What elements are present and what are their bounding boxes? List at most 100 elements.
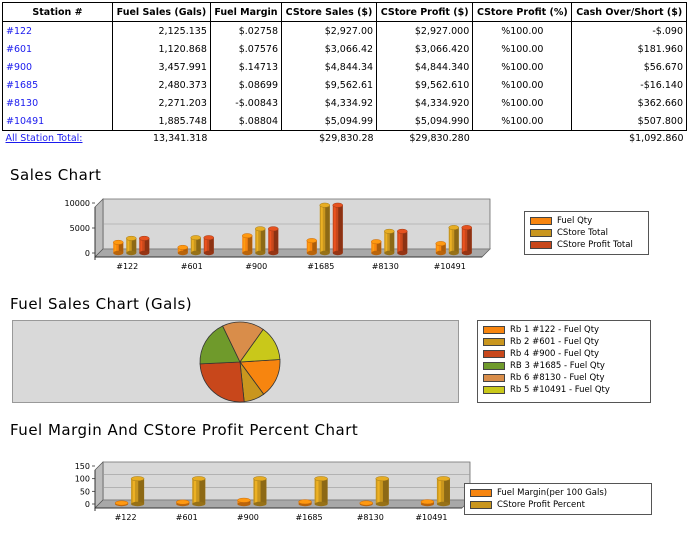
legend-label: Rb 1 #122 - Fuel Qty <box>510 325 600 335</box>
bar-body <box>397 231 408 253</box>
total-profit-pct <box>473 131 572 147</box>
cell-fuel-sales: 2,271.203 <box>112 94 211 112</box>
cell-station-link[interactable]: #601 <box>2 40 113 58</box>
bar-base <box>192 501 206 507</box>
cell-station-link[interactable]: #8130 <box>2 94 113 112</box>
bar-10491-series-0 <box>420 499 435 507</box>
cell-cash-over-short: -$.090 <box>571 21 687 40</box>
bar-900-series-1 <box>253 476 267 507</box>
legend-label: Rb 5 #10491 - Fuel Qty <box>510 385 610 395</box>
table-row: #900 3,457.991 $.14713 $4,844.34 $4,844.340%… <box>2 58 687 76</box>
bar-top <box>436 476 451 482</box>
legend-swatch-tan <box>483 374 505 382</box>
bar-body <box>461 227 472 253</box>
bar-highlight <box>191 237 194 253</box>
cell-station-link[interactable]: #1685 <box>2 76 113 94</box>
pie-slice-4 <box>222 321 264 363</box>
total-cstore-sales: $29,830.28 <box>319 133 374 144</box>
bar-highlight <box>132 478 135 504</box>
cell-profit-pct: %100.00 <box>472 40 573 58</box>
margin-chart-legend: Fuel Margin(per 100 Gals) CStore Profit … <box>464 483 652 515</box>
legend-item: Rb 5 #10491 - Fuel Qty <box>483 384 645 396</box>
legend-label: Rb 4 #900 - Fuel Qty <box>510 349 600 359</box>
cell-station-link[interactable]: #122 <box>2 21 113 40</box>
cell-cstore-sales: $5,094.99 <box>281 112 378 131</box>
bar-shadow <box>321 478 328 504</box>
bar-top <box>113 239 124 245</box>
x-tick-label: #8130 <box>357 513 384 522</box>
legend-swatch-orange <box>470 489 492 497</box>
bar-8130-series-1 <box>375 476 389 507</box>
bar-base <box>319 250 330 256</box>
bar-base <box>306 250 317 256</box>
bar-highlight <box>372 241 375 253</box>
bar-body <box>268 228 279 253</box>
legend-swatch-yellow <box>483 386 505 394</box>
bar-base <box>314 501 328 507</box>
bar-highlight <box>333 205 336 253</box>
cell-cash-over-short: $181.960 <box>571 40 687 58</box>
x-tick-label: #900 <box>237 513 259 522</box>
bar-body <box>190 237 201 253</box>
bar-shadow <box>118 242 124 253</box>
chart-floor <box>94 499 471 509</box>
bar-highlight <box>462 227 465 253</box>
bar-highlight <box>385 231 388 253</box>
bar-601-series-2 <box>203 235 214 256</box>
x-tick-label: #122 <box>115 513 137 522</box>
x-tick-label: #122 <box>116 262 138 271</box>
bar-shadow <box>325 205 330 253</box>
legend-swatch-rust <box>483 350 505 358</box>
cell-cstore-profit: $5,094.990 <box>376 112 474 131</box>
bar-base <box>203 250 214 256</box>
x-tick-label: #601 <box>181 262 203 271</box>
bar-highlight <box>127 238 130 253</box>
bar-900-series-1 <box>255 226 266 256</box>
cell-cstore-sales: $9,562.61 <box>281 76 378 94</box>
bar-highlight <box>269 228 272 253</box>
legend-item: CStore Profit Percent <box>470 499 646 511</box>
bar-highlight <box>204 237 207 253</box>
bar-base <box>436 501 450 507</box>
bar-base <box>448 250 459 256</box>
bar-8130-series-0 <box>359 500 373 507</box>
legend-item: Rb 2 #601 - Fuel Qty <box>483 336 645 348</box>
legend-swatch-gold <box>483 338 505 346</box>
total-label-link[interactable]: All Station Total: <box>5 133 83 144</box>
bar-top <box>126 235 137 241</box>
bar-base <box>255 250 266 256</box>
bar-1685-series-2 <box>332 202 343 256</box>
bar-top <box>237 497 251 503</box>
bar-top <box>314 476 328 482</box>
cell-station-link[interactable]: #10491 <box>2 112 113 131</box>
bar-base <box>384 250 395 256</box>
bar-top <box>139 235 150 241</box>
bar-body <box>113 242 124 253</box>
bar-top <box>332 202 343 208</box>
header-fuel-margin: Fuel Margin <box>209 2 283 22</box>
bar-shadow <box>260 228 266 253</box>
legend-swatch-gold <box>470 501 492 509</box>
bar-shadow <box>338 205 343 253</box>
bar-body <box>371 241 382 253</box>
legend-item: Rb 4 #900 - Fuel Qty <box>483 348 645 360</box>
cell-profit-pct: %100.00 <box>472 21 573 40</box>
bar-highlight <box>398 231 401 253</box>
bar-top <box>242 233 253 239</box>
cell-station-link[interactable]: #900 <box>2 58 113 76</box>
cell-cash-over-short: $362.660 <box>571 94 687 112</box>
bar-1685-series-1 <box>314 476 328 507</box>
bar-highlight <box>178 247 181 253</box>
bar-top <box>384 228 395 234</box>
cell-cash-over-short: $56.670 <box>571 58 687 76</box>
cell-fuel-sales: 3,457.991 <box>112 58 211 76</box>
header-fuel-sales: Fuel Sales (Gals) <box>112 2 211 22</box>
fuel-chart-legend: Rb 1 #122 - Fuel Qty Rb 2 #601 - Fuel Qt… <box>477 320 651 403</box>
legend-swatch-orange <box>483 326 505 334</box>
x-tick-label: #900 <box>245 262 267 271</box>
bar-shadow <box>131 238 137 253</box>
bar-top <box>298 499 312 505</box>
x-tick-label: #8130 <box>372 262 399 271</box>
pie-slice-3 <box>199 325 241 365</box>
bar-top <box>397 228 408 234</box>
